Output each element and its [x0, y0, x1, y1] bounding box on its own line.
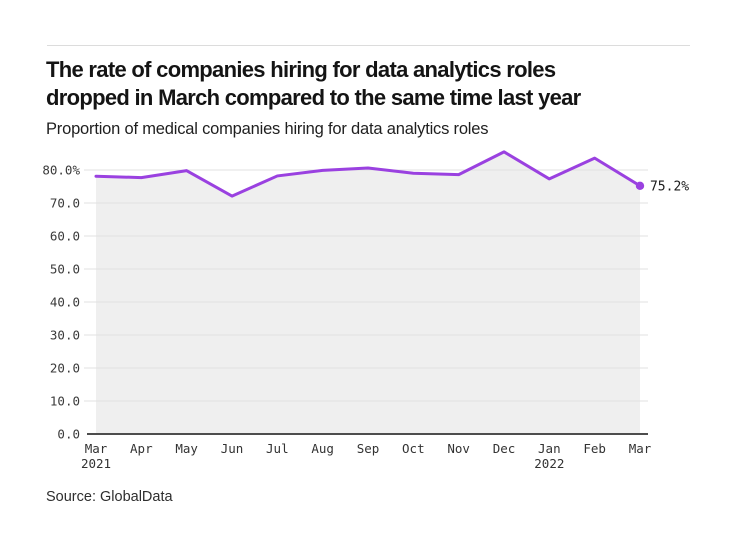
y-tick-label: 30.0	[50, 327, 80, 342]
x-tick-label: Aug	[311, 441, 334, 456]
x-tick-label: Sep	[357, 441, 380, 456]
chart-subtitle: Proportion of medical companies hiring f…	[46, 120, 489, 138]
x-tick-year-label: 2021	[81, 456, 111, 471]
x-tick-label: Mar	[629, 441, 652, 456]
x-tick-label: Feb	[583, 441, 606, 456]
chart-header: The rate of companies hiring for data an…	[46, 56, 706, 139]
y-tick-label: 10.0	[50, 393, 80, 408]
page-title-line1: The rate of companies hiring for data an…	[46, 57, 556, 82]
trend-line	[94, 150, 642, 198]
y-tick-label: 60.0	[50, 228, 80, 243]
x-tick-label: May	[175, 441, 198, 456]
end-point-marker	[635, 181, 645, 191]
chart-canvas: 80.0% 70.0 60.0 50.0 40.0 30.0 20.0 10.0 0.0 75.2…	[42, 150, 689, 471]
x-tick-label: Oct	[402, 441, 425, 456]
source-attribution: Source: GlobalData	[46, 489, 173, 505]
y-tick-label: 80.0%	[42, 162, 80, 177]
y-tick-label: 0.0	[57, 426, 80, 441]
x-tick-label: Nov	[447, 441, 470, 456]
area-fill	[96, 151, 640, 434]
x-tick-label: Dec	[493, 441, 516, 456]
y-tick-label: 20.0	[50, 360, 80, 375]
x-tick-label: Jun	[221, 441, 244, 456]
line-chart: 80.0% 70.0 60.0 50.0 40.0 30.0 20.0 10.0 0.0 75.2…	[0, 140, 735, 485]
y-tick-label: 70.0	[50, 195, 80, 210]
y-tick-label: 50.0	[50, 261, 80, 276]
x-tick-label: Mar	[85, 441, 108, 456]
x-tick-label: Apr	[130, 441, 153, 456]
top-divider	[47, 45, 690, 46]
x-tick-year-label: 2022	[534, 456, 564, 471]
end-point-label: 75.2%	[650, 180, 689, 195]
y-tick-label: 40.0	[50, 294, 80, 309]
x-tick-label: Jul	[266, 441, 289, 456]
x-tick-label: Jan	[538, 441, 561, 456]
page-title-line2: dropped in March compared to the same ti…	[46, 85, 581, 110]
